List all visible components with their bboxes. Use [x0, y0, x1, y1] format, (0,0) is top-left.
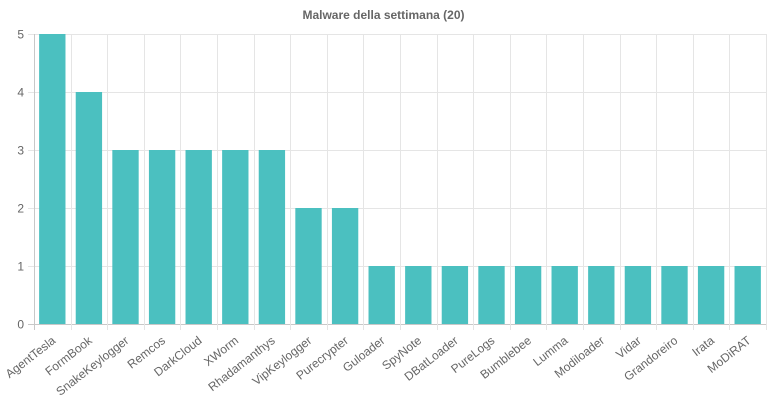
bar [514, 266, 542, 324]
y-tick-label: 5 [17, 28, 24, 42]
y-tick-label: 2 [17, 202, 24, 216]
bar [551, 266, 578, 324]
bar [295, 208, 322, 324]
bar [624, 266, 652, 324]
bar [368, 266, 395, 324]
bar [185, 150, 212, 324]
bar [39, 34, 66, 324]
bar [405, 266, 432, 324]
chart-title: Malware della settimana (20) [302, 8, 465, 22]
y-tick-label: 3 [17, 144, 24, 158]
bar [258, 150, 286, 324]
y-tick-label: 4 [17, 86, 24, 100]
bar [148, 150, 176, 324]
x-axis-ticks: AgentTeslaFormBookSnakeKeyloggerRemcosDa… [3, 333, 754, 399]
bar [734, 266, 761, 324]
grid [28, 34, 767, 330]
bar [75, 92, 103, 324]
x-tick-label: Irata [689, 333, 717, 359]
y-axis-ticks: 0 1 2 3 4 5 [17, 28, 24, 332]
bar [697, 266, 725, 324]
y-tick-label: 0 [17, 318, 24, 332]
bar [661, 266, 688, 324]
x-tick-label: Vidar [613, 333, 644, 361]
bar [588, 266, 615, 324]
bar [222, 150, 249, 324]
bar [441, 266, 469, 324]
bar [478, 266, 505, 324]
y-tick-label: 1 [17, 260, 24, 274]
bar [112, 150, 139, 324]
bars [39, 34, 761, 324]
bar [331, 208, 359, 324]
